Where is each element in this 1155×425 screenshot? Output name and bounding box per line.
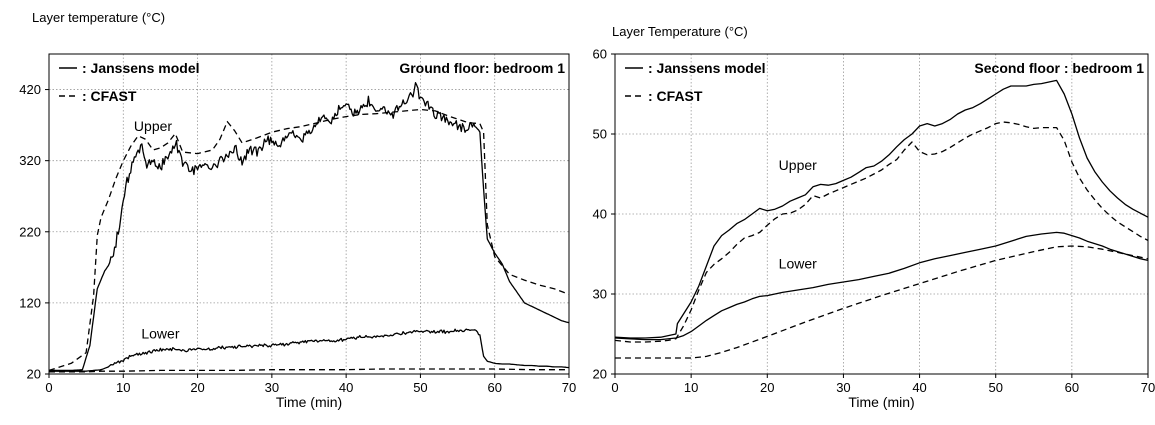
y-tick-label: 20 — [593, 367, 607, 382]
legend-label-cfast: : CFAST — [82, 88, 137, 104]
x-tick-label: 50 — [988, 380, 1002, 395]
x-tick-label: 70 — [562, 380, 576, 395]
x-tick-label: 10 — [684, 380, 698, 395]
series-line-cfast-3 — [615, 245, 1149, 359]
annotation-lower: Lower — [141, 325, 179, 341]
y-tick-label: 30 — [593, 287, 607, 302]
chart-second-floor: Layer Temperature (°C) 0 10 20 30 40 50 60 70 20… — [593, 24, 1155, 410]
x-axis-label: Time (min) — [276, 394, 342, 410]
legend: : Janssens model : CFAST — [59, 60, 200, 104]
series-line-janssens-0 — [614, 79, 1149, 339]
series-line-janssens-0 — [49, 82, 570, 372]
legend-label-janssens: : Janssens model — [82, 60, 200, 76]
series-line-cfast-3 — [49, 368, 569, 373]
legend-label-janssens: : Janssens model — [648, 60, 766, 76]
x-tick-label: 0 — [45, 380, 52, 395]
y-tick-label: 40 — [593, 207, 607, 222]
series-line-cfast-1 — [48, 108, 570, 372]
tick-labels: 0 10 20 30 40 50 60 70 20 30 40 50 60 — [593, 47, 1155, 396]
chart-ground-floor: Layer temperature (°C) 0 10 20 30 40 50 60 70 20… — [19, 10, 576, 410]
series-group — [614, 79, 1149, 359]
x-axis-label: Time (min) — [848, 394, 914, 410]
series-line-janssens-2 — [49, 328, 570, 372]
x-tick-label: 40 — [339, 380, 353, 395]
tick-labels: 0 10 20 30 40 50 60 70 20 120 220 320 420 — [19, 82, 576, 395]
plot-frame — [48, 53, 570, 375]
y-tick-label: 320 — [19, 153, 41, 168]
y-tick-label: 120 — [19, 295, 41, 310]
gridlines — [615, 54, 1148, 374]
annotation-upper: Upper — [779, 157, 817, 173]
gridlines — [49, 54, 569, 374]
x-tick-label: 60 — [1065, 380, 1079, 395]
series-group — [48, 82, 570, 373]
x-tick-label: 40 — [912, 380, 926, 395]
y-tick-label: 20 — [27, 367, 41, 382]
y-tick-label: 220 — [19, 224, 41, 239]
annotation-lower: Lower — [779, 255, 817, 271]
y-tick-label: 420 — [19, 82, 41, 97]
series-line-janssens-2 — [614, 231, 1149, 341]
y-axis-label: Layer temperature (°C) — [32, 10, 165, 25]
x-tick-label: 70 — [1141, 380, 1155, 395]
x-tick-label: 30 — [265, 380, 279, 395]
x-tick-label: 0 — [611, 380, 618, 395]
x-tick-label: 10 — [116, 380, 130, 395]
x-tick-label: 20 — [190, 380, 204, 395]
y-tick-label: 60 — [593, 47, 607, 62]
y-axis-label: Layer Temperature (°C) — [612, 24, 748, 39]
annotation-upper: Upper — [134, 118, 172, 134]
legend-label-cfast: : CFAST — [648, 88, 703, 104]
series-line-cfast-1 — [614, 121, 1149, 343]
y-tick-label: 50 — [593, 127, 607, 142]
legend: : Janssens model : CFAST — [625, 60, 766, 104]
x-tick-label: 60 — [487, 380, 501, 395]
chart-title: Ground floor: bedroom 1 — [399, 60, 565, 76]
x-tick-label: 20 — [760, 380, 774, 395]
chart-title: Second floor : bedroom 1 — [974, 60, 1144, 76]
x-tick-label: 30 — [836, 380, 850, 395]
x-tick-label: 50 — [413, 380, 427, 395]
